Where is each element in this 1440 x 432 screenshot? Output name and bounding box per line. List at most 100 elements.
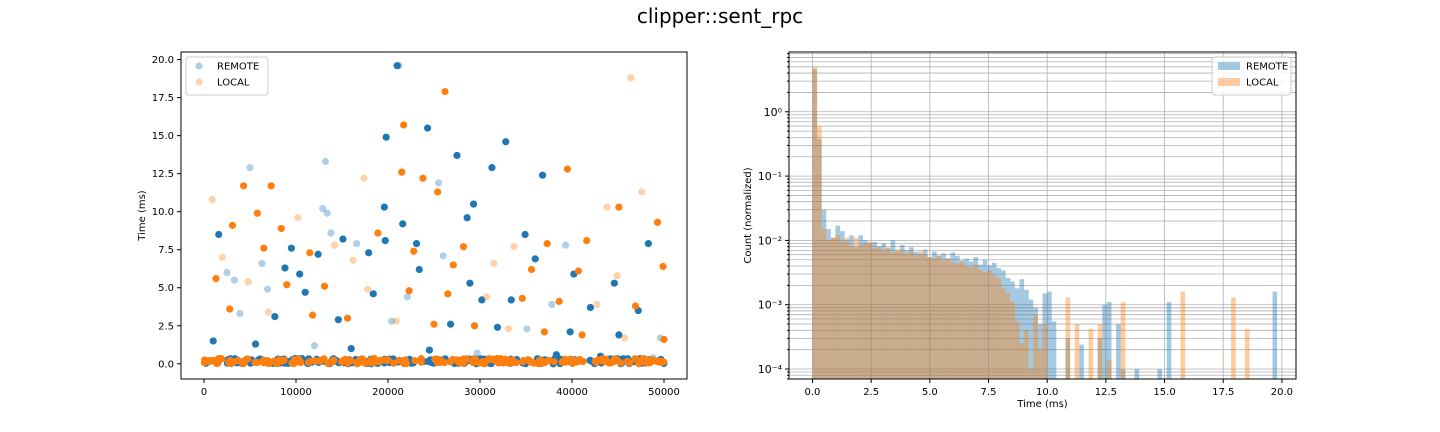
scatter-point-local (241, 357, 249, 365)
scatter-point-local (550, 358, 558, 366)
scatter-point-local (471, 358, 480, 366)
scatter-point-remote (382, 133, 390, 141)
scatter-point-local (217, 354, 226, 363)
scatter-point-local (578, 331, 586, 339)
scatter-point-remote (388, 317, 396, 325)
scatter-point-local (430, 320, 438, 328)
histogram-bar-remote (968, 261, 974, 379)
scatter-point-remote (380, 203, 388, 211)
scatter-point-local (504, 325, 513, 333)
histogram-bar-remote (890, 240, 896, 379)
scatter-point-local (610, 357, 618, 365)
histogram-bar-remote (936, 255, 942, 379)
scatter-y-tick-label: 17.5 (152, 93, 174, 104)
scatter-point-remote (446, 320, 455, 328)
histogram-bar-remote (863, 240, 868, 379)
scatter-y-tick-label: 5.0 (158, 283, 174, 294)
histogram-bar-local (909, 251, 914, 379)
histogram-bar-local (922, 254, 928, 379)
scatter-point-local (496, 357, 504, 365)
scatter-point-local (263, 359, 271, 367)
histogram-bar-remote (899, 244, 905, 379)
scatter-point-local (603, 203, 611, 211)
histogram-bar-local (1033, 314, 1038, 379)
scatter-point-local (405, 287, 413, 295)
scatter-point-local (593, 300, 601, 309)
histogram-bar-remote (941, 253, 946, 379)
histogram-legend-label-remote: REMOTE (1246, 62, 1288, 73)
scatter-point-local (307, 357, 315, 365)
scatter-x-tick-label: 20000 (372, 387, 404, 398)
scatter-point-remote (215, 230, 223, 239)
histogram-bar-local (932, 258, 937, 379)
scatter-point-remote (323, 209, 331, 217)
scatter-point-local (212, 275, 220, 283)
scatter-point-local (234, 356, 242, 365)
histogram-bar-remote (904, 250, 910, 379)
scatter-point-local (479, 357, 487, 366)
histogram-x-tick-label: 15.0 (1153, 387, 1175, 398)
histogram-x-tick-label: 20.0 (1271, 387, 1293, 398)
scatter-point-local (555, 297, 563, 306)
scatter-point-remote (301, 288, 309, 296)
histogram-bar-local (1001, 288, 1006, 379)
scatter-point-local (364, 285, 372, 293)
scatter-point-remote (381, 236, 389, 245)
scatter-point-remote (403, 293, 411, 301)
scatter-point-remote (287, 244, 295, 252)
scatter-point-remote (353, 240, 361, 248)
scatter-point-local (360, 174, 368, 182)
histogram-bar-local (1106, 359, 1112, 379)
scatter-y-tick-label: 10.0 (152, 207, 174, 218)
scatter-point-local (283, 281, 291, 289)
histogram-bar-local (1231, 297, 1236, 379)
histogram-bar-local (936, 255, 942, 379)
scatter-point-local (294, 214, 302, 222)
scatter-y-tick-label: 20.0 (152, 55, 174, 66)
histogram-bar-local (991, 274, 997, 379)
histogram-x-tick-label: 7.5 (981, 387, 997, 398)
scatter-point-remote (493, 323, 502, 331)
scatter-point-local (349, 256, 357, 264)
histogram-bar-remote (830, 237, 836, 379)
scatter-frame (180, 51, 688, 380)
scatter-point-local (226, 305, 234, 313)
scatter-point-local (502, 358, 510, 366)
scatter-point-local (367, 356, 376, 364)
histogram-bar-remote (1014, 288, 1020, 379)
histogram-bar-local (849, 246, 854, 379)
histogram-bar-local (982, 272, 988, 379)
histogram-bar-remote (853, 246, 859, 379)
scatter-point-local (488, 355, 496, 363)
histogram-bar-local (955, 263, 960, 379)
scatter-point-local (470, 322, 479, 330)
scatter-point-local (459, 243, 468, 251)
scatter-point-local (444, 290, 452, 298)
histogram-bar-remote (1120, 369, 1126, 379)
scatter-x-tick-label: 0 (201, 387, 207, 398)
scatter-point-local (660, 335, 668, 344)
histogram-bar-local (821, 229, 827, 379)
histogram-grid (789, 52, 1296, 380)
scatter-point-remote (502, 138, 510, 146)
histogram-bar-remote (1051, 321, 1057, 379)
histogram-bar-local (1065, 297, 1071, 379)
scatter-point-remote (271, 313, 279, 321)
scatter-point-remote (263, 285, 272, 293)
scatter-point-local (359, 356, 367, 364)
scatter-point-remote (369, 290, 377, 298)
scatter-y-tick-label: 12.5 (152, 169, 174, 180)
histogram-bar-remote (826, 229, 831, 379)
scatter-point-local (400, 121, 408, 129)
histogram-bar-remote (1157, 369, 1163, 379)
scatter-point-local (652, 357, 660, 365)
scatter-point-remote (415, 265, 423, 274)
histogram-bar-local (987, 270, 992, 379)
scatter-point-local (375, 356, 384, 365)
histogram-x-axis-label: Time (ms) (1016, 399, 1068, 410)
histogram-x-tick-label: 0.0 (805, 387, 821, 398)
scatter-x-tick-label: 10000 (280, 387, 312, 398)
histogram-bar-remote (918, 253, 923, 379)
